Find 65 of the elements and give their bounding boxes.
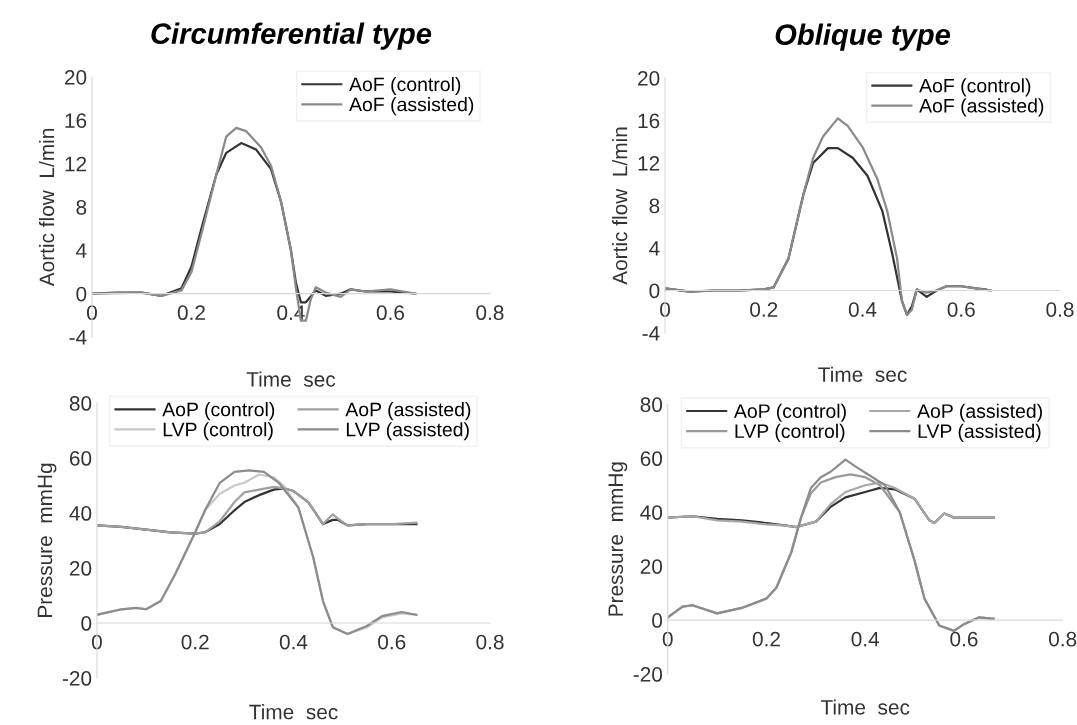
x-tick-label: 0.8: [476, 305, 504, 321]
y-tick-label: 60: [640, 451, 663, 467]
x-tick-label: 0.6: [376, 305, 405, 321]
x-axis-title: Time sec: [820, 699, 910, 715]
y-tick-label: 20: [64, 70, 87, 85]
y-tick-label: 16: [65, 113, 87, 129]
y-tick-label: 12: [638, 156, 660, 171]
x-tick-label: 0.8: [1046, 302, 1074, 317]
legend-label: AoF (assisted): [919, 98, 1044, 117]
x-tick-label: 0: [91, 634, 102, 650]
y-tick-label: 0: [76, 286, 87, 302]
x-axis-title: Time sec: [246, 371, 336, 387]
x-tick-label: 0.4: [848, 302, 877, 317]
y-tick-label: 16: [638, 113, 660, 129]
x-tick-label: 0.8: [1049, 631, 1077, 647]
y-axis-title: Pressure mmHg: [37, 463, 57, 617]
x-tick-label: 0.6: [950, 631, 978, 647]
y-tick-label: 80: [69, 396, 92, 411]
y-tick-label: -4: [642, 326, 660, 341]
x-tick-label: 0.6: [947, 302, 975, 317]
legend-label: AoF (assisted): [349, 97, 474, 116]
x-tick-label: 0.2: [752, 631, 780, 647]
y-tick-label: 8: [76, 199, 87, 215]
y-tick-label: 4: [76, 243, 87, 258]
x-tick-label: 0.2: [181, 634, 209, 650]
legend-label: LVP (assisted): [346, 422, 469, 441]
legend-label: LVP (assisted): [918, 423, 1041, 442]
y-tick-label: 0: [81, 616, 92, 631]
legend-label: AoF (control): [919, 78, 1031, 97]
chart-title: Oblique type: [775, 23, 951, 51]
x-tick-label: 0: [662, 631, 673, 647]
y-tick-label: 20: [640, 559, 663, 574]
legend-label: AoF (control): [349, 76, 461, 96]
x-tick-label: 0.2: [750, 302, 778, 317]
y-tick-label: -20: [633, 667, 663, 682]
x-tick-label: 0.4: [851, 631, 880, 647]
y-tick-label: 80: [640, 397, 663, 413]
y-tick-label: 40: [640, 505, 663, 520]
legend-label: AoP (assisted): [345, 402, 471, 421]
y-tick-label: 4: [649, 241, 660, 256]
x-tick-label: 0.8: [476, 634, 504, 650]
y-tick-label: 0: [649, 283, 660, 299]
x-axis-title: Time sec: [818, 366, 907, 382]
y-tick-label: 60: [69, 451, 92, 466]
x-tick-label: 0.4: [279, 634, 308, 650]
chart-title: Circumferential type: [151, 22, 432, 50]
y-axis-title: Aortic flow L/min: [38, 129, 55, 287]
y-axis-title: Aortic flow L/min: [612, 127, 628, 285]
x-tick-label: 0.6: [378, 634, 406, 650]
legend-label: LVP (control): [735, 423, 845, 442]
legend-label: AoP (control): [162, 402, 275, 421]
y-tick-label: 20: [638, 71, 660, 86]
legend-label: AoP (control): [733, 403, 846, 422]
legend-label: AoP (assisted): [917, 403, 1042, 422]
y-tick-label: 40: [69, 506, 92, 521]
x-tick-label: 0.2: [177, 305, 205, 321]
y-tick-label: 0: [652, 613, 663, 628]
x-axis-title: Time sec: [249, 704, 338, 720]
y-tick-label: 12: [65, 156, 87, 172]
y-tick-label: -4: [69, 330, 87, 345]
legend-label: LVP (control): [163, 422, 273, 441]
y-axis-title: Pressure mmHg: [608, 462, 628, 616]
y-tick-label: 8: [649, 198, 660, 214]
y-tick-label: 20: [69, 561, 92, 576]
y-tick-label: -20: [62, 671, 92, 686]
